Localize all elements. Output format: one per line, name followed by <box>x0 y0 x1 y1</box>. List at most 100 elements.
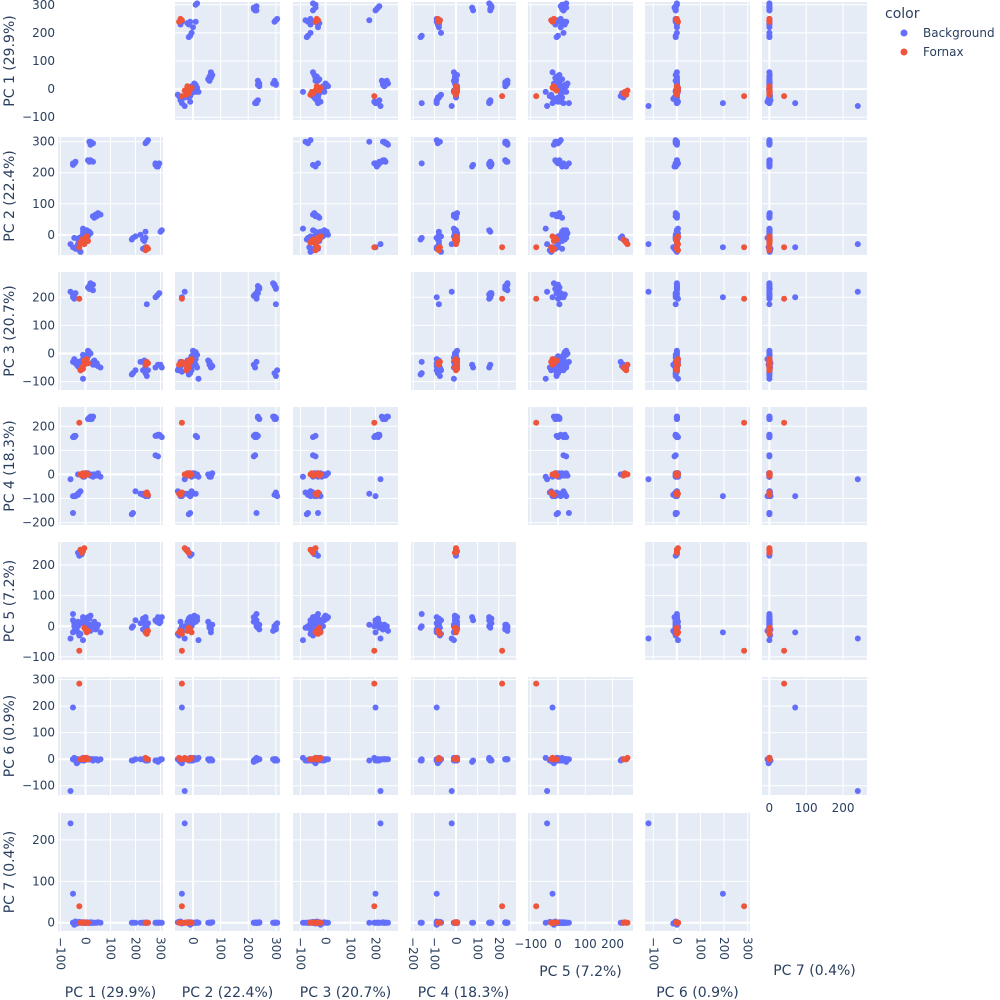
point-background <box>792 704 799 711</box>
point-fornax <box>533 903 540 910</box>
x-tick-label: 0 <box>186 937 200 945</box>
subplot-r2-c5 <box>528 137 633 255</box>
point-background <box>565 510 572 516</box>
point-background <box>766 69 773 76</box>
point-background <box>312 213 319 220</box>
point-background <box>158 919 165 926</box>
point-background <box>555 241 561 248</box>
subplot-r3-c5 <box>528 272 633 390</box>
point-background <box>673 98 680 105</box>
point-background <box>310 69 316 76</box>
point-fornax <box>624 241 631 248</box>
point-background <box>272 17 279 24</box>
subplot-r5-c2 <box>174 542 281 660</box>
point-background <box>542 88 549 95</box>
y-tick-label: 200 <box>32 558 55 572</box>
y-axis-title: PC 4 (18.3%) <box>2 420 18 511</box>
x-tick-label: 0 <box>766 801 774 815</box>
point-background <box>486 227 493 234</box>
point-background <box>377 820 384 827</box>
point-background <box>185 511 192 518</box>
point-background <box>766 227 773 234</box>
point-background <box>450 375 457 382</box>
point-background <box>417 624 424 631</box>
point-fornax <box>766 549 773 556</box>
point-background <box>321 614 328 621</box>
point-background <box>86 416 93 422</box>
point-fornax <box>624 471 631 478</box>
x-tick-label: −100 <box>428 937 442 970</box>
point-background <box>132 919 139 926</box>
point-background <box>418 919 425 926</box>
point-background <box>469 163 476 170</box>
point-background <box>433 890 440 897</box>
point-background <box>253 510 260 516</box>
point-background <box>672 138 679 145</box>
point-background <box>90 213 96 220</box>
point-fornax <box>766 756 773 763</box>
point-background <box>141 238 148 244</box>
point-fornax <box>673 549 680 556</box>
point-fornax <box>533 93 540 100</box>
point-background <box>549 69 556 76</box>
y-tick-label: 200 <box>32 699 55 713</box>
point-background <box>673 281 680 288</box>
point-background <box>433 100 440 107</box>
point-background <box>376 431 383 438</box>
point-background <box>451 614 458 621</box>
point-background <box>90 919 96 926</box>
point-background <box>448 288 455 295</box>
point-background <box>195 88 202 95</box>
y-tick-label: 200 <box>32 166 55 180</box>
point-background <box>486 0 493 7</box>
point-background <box>672 290 679 297</box>
point-fornax <box>766 545 773 552</box>
point-fornax <box>453 360 459 367</box>
point-background <box>544 103 551 109</box>
point-fornax <box>76 680 83 687</box>
point-background <box>486 614 493 621</box>
y-tick-label: 0 <box>47 82 55 96</box>
point-background <box>553 511 560 518</box>
point-fornax <box>143 244 150 251</box>
y-tick-label: 0 <box>47 619 55 633</box>
point-background <box>673 160 680 167</box>
point-fornax <box>315 756 321 763</box>
subplot-r4-c5 <box>528 407 633 525</box>
subplot-r5-c4 <box>411 542 516 660</box>
point-background <box>272 919 279 926</box>
point-fornax <box>766 471 773 478</box>
point-fornax <box>371 680 378 687</box>
point-background <box>435 94 442 101</box>
point-background <box>544 241 551 248</box>
legend-item-background[interactable]: Background <box>900 26 995 40</box>
x-tick-label: 100 <box>470 937 484 960</box>
legend-item-fornax[interactable]: Fornax <box>900 45 964 59</box>
point-background <box>542 375 549 382</box>
y-tick-label: −100 <box>22 110 55 124</box>
subplot-r1-c3 <box>293 0 398 120</box>
point-background <box>672 213 679 220</box>
point-background <box>272 489 279 496</box>
plot-background <box>293 677 398 795</box>
point-background <box>300 754 306 761</box>
point-fornax <box>453 627 459 634</box>
point-fornax <box>766 358 773 365</box>
y-tick-label: 100 <box>32 874 55 888</box>
point-background <box>766 290 773 297</box>
point-fornax <box>315 919 321 926</box>
point-background <box>645 476 652 483</box>
x-tick-label: 0 <box>79 937 93 945</box>
point-background <box>553 34 560 41</box>
point-fornax <box>624 87 631 94</box>
point-fornax <box>453 756 459 763</box>
point-background <box>766 34 773 41</box>
point-fornax <box>673 471 680 478</box>
point-fornax <box>453 919 459 926</box>
y-axis-title: PC 5 (7.2%) <box>2 560 18 643</box>
y-tick-label: 300 <box>32 135 55 149</box>
subplot-r3-c6 <box>645 272 750 390</box>
plot-background <box>645 137 750 255</box>
point-background <box>555 94 561 101</box>
point-fornax <box>76 295 83 302</box>
